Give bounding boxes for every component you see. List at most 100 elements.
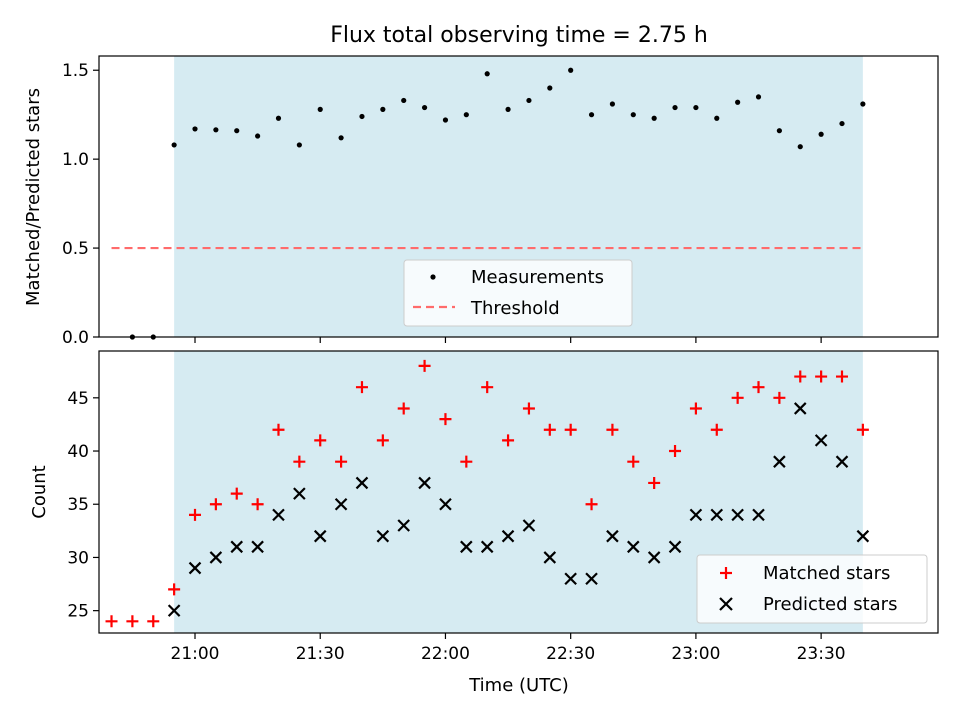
measurement-point	[735, 99, 741, 105]
measurement-point	[380, 106, 386, 112]
predicted-star-point	[710, 508, 724, 522]
matched-star-point	[168, 583, 181, 596]
predicted-star-point	[501, 529, 515, 543]
predicted-star-point	[230, 540, 244, 554]
measurement-point	[797, 144, 803, 150]
measurement-point	[317, 106, 323, 112]
bottom-y-tick-label: 35	[67, 495, 89, 515]
predicted-star-point	[439, 497, 452, 511]
x-tick-label: 23:30	[797, 644, 846, 664]
predicted-star-point	[522, 519, 536, 532]
measurement-point	[442, 117, 449, 123]
x-tick-label: 21:00	[171, 644, 220, 664]
predicted-star-point	[752, 508, 765, 522]
matched-star-point	[669, 445, 682, 458]
matched-star-point	[856, 423, 869, 436]
matched-star-point	[105, 615, 118, 628]
measurement-point	[275, 115, 282, 121]
measurement-point	[192, 126, 198, 132]
bottom-y-tick-label: 30	[67, 548, 89, 568]
predicted-star-point	[480, 540, 494, 554]
matched-star-point	[522, 402, 535, 415]
matched-star-point	[689, 402, 702, 415]
chart-title: Flux total observing time = 2.75 h	[330, 23, 708, 48]
predicted-star-point	[209, 551, 223, 564]
measurement-point	[609, 101, 616, 107]
measurement-point	[860, 101, 866, 107]
matched-star-point	[585, 498, 598, 511]
measurement-point	[630, 112, 636, 118]
top-y-axis-ticks: 0.0 0.5 1.0 1.5	[62, 61, 99, 348]
predicted-star-point	[606, 529, 619, 543]
matched-legend-label: Matched stars	[763, 563, 890, 584]
matched-star-point	[648, 476, 661, 489]
matched-star-point	[794, 370, 807, 383]
matched-star-point	[439, 413, 452, 426]
predicted-star-point	[272, 508, 285, 522]
measurement-point	[547, 85, 553, 91]
measurement-point	[463, 112, 469, 118]
matched-star-points	[105, 359, 869, 628]
predicted-star-point	[668, 540, 682, 554]
matched-star-point	[209, 498, 222, 511]
predicted-legend-label: Predicted stars	[763, 594, 897, 615]
predicted-star-point	[376, 529, 390, 543]
top-panel: 0.0 0.5 1.0 1.5 Matched/Predicted stars Mea…	[23, 55, 939, 348]
matched-star-point	[543, 423, 556, 436]
top-plot-frame	[98, 55, 939, 338]
predicted-star-points	[167, 402, 870, 617]
measurement-point	[672, 104, 678, 111]
matched-star-point	[606, 423, 619, 436]
x-tick-label: 22:00	[421, 644, 470, 664]
predicted-star-point	[188, 561, 202, 575]
measurement-point	[568, 67, 574, 73]
bottom-legend-box	[696, 554, 928, 624]
predicted-star-point	[647, 551, 661, 564]
bottom-plot-frame	[98, 350, 939, 634]
x-tick-label: 23:00	[671, 644, 720, 664]
top-x-axis-ticks	[194, 337, 822, 343]
matched-star-point	[397, 402, 410, 415]
top-y-tick-label: 0.0	[62, 328, 89, 348]
matched-star-point	[731, 391, 744, 404]
matched-star-point	[355, 381, 368, 394]
measurement-point	[296, 142, 302, 148]
matched-star-point	[627, 455, 640, 468]
measurement-point	[505, 106, 511, 112]
threshold-legend-label: Threshold	[470, 298, 560, 319]
x-axis-label: Time (UTC)	[468, 675, 569, 696]
matched-star-point	[293, 455, 306, 468]
top-legend-box	[403, 259, 633, 327]
matched-star-point	[376, 434, 389, 447]
top-y-tick-label: 1.5	[62, 61, 89, 81]
predicted-star-point	[355, 476, 369, 490]
matched-legend-marker	[720, 567, 732, 579]
measurement-point	[421, 104, 428, 111]
measurement-point	[234, 128, 240, 134]
x-tick-label: 22:30	[546, 644, 595, 664]
top-y-tick-label: 0.5	[62, 239, 89, 259]
predicted-legend-marker	[719, 597, 733, 611]
measurement-point	[171, 142, 177, 148]
predicted-star-point	[689, 508, 703, 522]
bottom-y-axis-ticks: 25 30 35 40 45	[67, 389, 99, 622]
measurement-point	[714, 115, 720, 121]
measurement-point	[776, 128, 782, 134]
matched-star-point	[502, 434, 515, 447]
bottom-y-tick-label: 25	[67, 602, 89, 622]
top-y-tick-label: 1.0	[62, 150, 89, 170]
matched-star-point	[147, 615, 160, 628]
measurement-point	[213, 127, 219, 133]
bottom-panel: 25 30 35 40 45 21:00 21:30 22:00 22:30 23:00 23:3…	[29, 350, 939, 696]
matched-star-point	[460, 455, 473, 468]
predicted-star-point	[793, 402, 807, 415]
predicted-star-point	[731, 508, 744, 522]
top-y-axis-label: Matched/Predicted stars	[23, 88, 44, 306]
measurement-point	[693, 104, 699, 111]
x-tick-label: 21:30	[296, 644, 345, 664]
matched-star-point	[752, 381, 765, 394]
measurement-point	[588, 112, 595, 118]
predicted-star-point	[418, 476, 431, 490]
matched-star-point	[773, 391, 786, 404]
predicted-star-point	[293, 487, 306, 500]
